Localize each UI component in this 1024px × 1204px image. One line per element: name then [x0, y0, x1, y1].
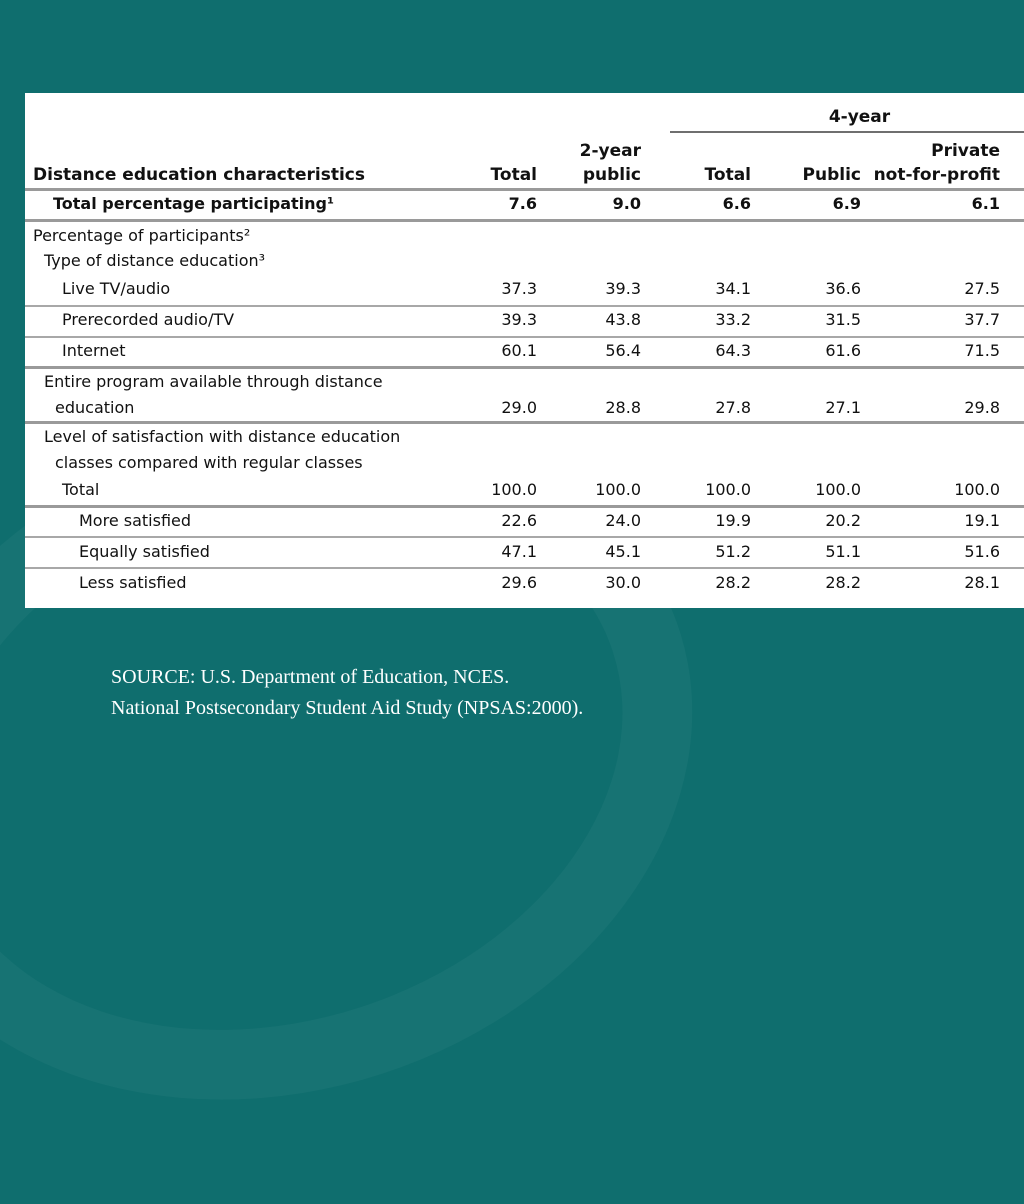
row-label-equally-satisfied: Equally satisfied [79, 542, 210, 561]
cell-4year-public: 61.6 [825, 341, 861, 360]
row-rule [25, 567, 1024, 569]
row-rule [25, 536, 1024, 538]
cell-2year: 45.1 [605, 542, 641, 561]
row-label-live-tv: Live TV/audio [62, 279, 171, 298]
row-label-prerecorded: Prerecorded audio/TV [62, 310, 235, 329]
cell-4year-private: 51.6 [964, 542, 1000, 561]
cell-4year-private: 28.1 [964, 573, 1000, 592]
header-4-year-rule [670, 131, 1024, 133]
row-label-satisfaction-total: Total [62, 480, 100, 499]
cell-total: 100.0 [491, 480, 537, 499]
cell-4year-private: 71.5 [964, 341, 1000, 360]
row-rule [25, 219, 1024, 222]
section-label-satisfaction-line1: Level of satisfaction with distance educ… [44, 427, 401, 446]
cell-4year-total: 33.2 [715, 310, 751, 329]
cell-4year-total: 27.8 [715, 398, 751, 417]
cell-4year-public: 27.1 [825, 398, 861, 417]
cell-4year-total: 64.3 [715, 341, 751, 360]
cell-2year: 9.0 [612, 194, 641, 213]
cell-2year: 100.0 [595, 480, 641, 499]
cell-4year-total: 34.1 [715, 279, 751, 298]
header-2year-line2: public [582, 165, 641, 185]
cell-4year-private: 27.5 [964, 279, 1000, 298]
section-label-type: Type of distance education³ [44, 251, 266, 270]
cell-4year-total: 51.2 [715, 542, 751, 561]
cell-4year-total: 19.9 [715, 511, 751, 530]
row-label-entire-program-line1: Entire program available through distanc… [44, 372, 383, 391]
cell-total: 29.6 [501, 573, 537, 592]
cell-2year: 30.0 [605, 573, 641, 592]
data-table: 4-year Distance education characteristic… [25, 93, 1024, 608]
cell-4year-total: 28.2 [715, 573, 751, 592]
cell-total: 29.0 [501, 398, 537, 417]
cell-4year-public: 28.2 [825, 573, 861, 592]
row-rule [25, 505, 1024, 508]
cell-total: 39.3 [501, 310, 537, 329]
cell-total: 47.1 [501, 542, 537, 561]
row-label-entire-program-line2: education [55, 398, 135, 417]
header-private-line1: Private [931, 141, 1000, 161]
source-line-1: SOURCE: U.S. Department of Education, NC… [111, 666, 510, 688]
cell-4year-total: 100.0 [705, 480, 751, 499]
header-4year-public: Public [802, 165, 861, 185]
header-rule [25, 188, 1024, 191]
cell-4year-public: 6.9 [832, 194, 861, 213]
header-2year-line1: 2-year [579, 141, 641, 161]
row-label-total-participating: Total percentage participating¹ [53, 194, 334, 213]
header-total: Total [490, 165, 537, 185]
cell-total: 60.1 [501, 341, 537, 360]
row-rule [25, 336, 1024, 338]
section-label-satisfaction-line2: classes compared with regular classes [55, 453, 363, 472]
section-label-participants: Percentage of participants² [33, 226, 251, 245]
cell-4year-private: 100.0 [954, 480, 1000, 499]
cell-total: 22.6 [501, 511, 537, 530]
header-characteristics: Distance education characteristics [33, 165, 366, 185]
cell-2year: 39.3 [605, 279, 641, 298]
source-note: SOURCE: U.S. Department of Education, NC… [111, 662, 583, 724]
cell-4year-public: 51.1 [825, 542, 861, 561]
row-rule [25, 366, 1024, 369]
row-label-internet: Internet [62, 341, 126, 360]
cell-2year: 28.8 [605, 398, 641, 417]
header-private-line2: not-for-profit [873, 165, 1000, 185]
cell-4year-private: 19.1 [964, 511, 1000, 530]
cell-4year-total: 6.6 [722, 194, 751, 213]
cell-4year-public: 100.0 [815, 480, 861, 499]
cell-4year-private: 6.1 [971, 194, 1000, 213]
row-rule [25, 305, 1024, 307]
cell-4year-public: 31.5 [825, 310, 861, 329]
cell-total: 7.6 [508, 194, 537, 213]
cell-4year-public: 20.2 [825, 511, 861, 530]
row-label-less-satisfied: Less satisfied [79, 573, 187, 592]
row-rule [25, 421, 1024, 424]
cell-2year: 24.0 [605, 511, 641, 530]
source-line-2: National Postsecondary Student Aid Study… [111, 697, 584, 719]
cell-2year: 56.4 [605, 341, 641, 360]
row-label-more-satisfied: More satisfied [79, 511, 192, 530]
cell-4year-private: 37.7 [964, 310, 1000, 329]
header-4year-total: Total [704, 165, 751, 185]
cell-4year-public: 36.6 [825, 279, 861, 298]
cell-total: 37.3 [501, 279, 537, 298]
cell-4year-private: 29.8 [964, 398, 1000, 417]
cell-2year: 43.8 [605, 310, 641, 329]
header-4-year: 4-year [828, 107, 891, 127]
